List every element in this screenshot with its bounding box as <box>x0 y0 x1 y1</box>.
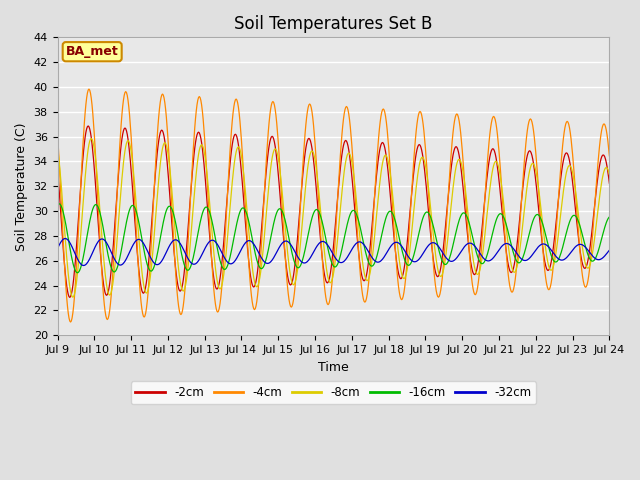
-32cm <box>605 247 613 253</box>
Line: -32cm: -32cm <box>58 239 609 265</box>
-16cm <box>557 252 564 258</box>
-16cm <box>54 202 61 208</box>
-8cm <box>88 136 95 142</box>
-4cm <box>67 319 74 325</box>
-32cm <box>326 247 334 252</box>
-32cm <box>177 240 184 246</box>
-2cm <box>200 160 208 166</box>
-32cm <box>80 263 88 268</box>
-4cm <box>380 107 388 113</box>
-2cm <box>66 295 74 300</box>
-8cm <box>54 144 61 150</box>
-2cm <box>435 273 442 279</box>
-4cm <box>85 86 93 92</box>
-4cm <box>54 130 61 136</box>
-16cm <box>200 206 208 212</box>
-2cm <box>326 270 334 276</box>
-8cm <box>380 154 388 160</box>
-2cm <box>177 288 184 294</box>
-2cm <box>605 180 613 186</box>
Line: -4cm: -4cm <box>58 89 609 322</box>
Line: -8cm: -8cm <box>58 139 609 297</box>
-2cm <box>84 123 92 129</box>
-32cm <box>380 254 388 260</box>
Y-axis label: Soil Temperature (C): Soil Temperature (C) <box>15 122 28 251</box>
-16cm <box>55 201 63 206</box>
-2cm <box>380 142 388 148</box>
-8cm <box>557 215 564 220</box>
Line: -2cm: -2cm <box>58 126 609 298</box>
-4cm <box>605 153 613 159</box>
-16cm <box>74 270 81 276</box>
-16cm <box>177 244 184 250</box>
-4cm <box>177 311 184 316</box>
-2cm <box>557 179 564 185</box>
-16cm <box>380 222 388 228</box>
-8cm <box>177 278 184 284</box>
-2cm <box>54 165 61 170</box>
-4cm <box>435 294 442 300</box>
-8cm <box>200 147 208 153</box>
Line: -16cm: -16cm <box>58 204 609 273</box>
-4cm <box>557 170 564 176</box>
-16cm <box>435 246 442 252</box>
-8cm <box>435 269 442 275</box>
-32cm <box>435 243 442 249</box>
Text: BA_met: BA_met <box>66 45 118 58</box>
-32cm <box>54 246 61 252</box>
-16cm <box>605 214 613 220</box>
Title: Soil Temperatures Set B: Soil Temperatures Set B <box>234 15 433 33</box>
X-axis label: Time: Time <box>318 360 349 373</box>
-32cm <box>200 248 208 253</box>
Legend: -2cm, -4cm, -8cm, -16cm, -32cm: -2cm, -4cm, -8cm, -16cm, -32cm <box>131 382 536 404</box>
-4cm <box>326 294 334 300</box>
-16cm <box>326 256 334 262</box>
-32cm <box>557 257 564 263</box>
-4cm <box>200 126 208 132</box>
-8cm <box>326 280 334 286</box>
-8cm <box>69 294 77 300</box>
-32cm <box>61 236 69 241</box>
-8cm <box>605 171 613 177</box>
